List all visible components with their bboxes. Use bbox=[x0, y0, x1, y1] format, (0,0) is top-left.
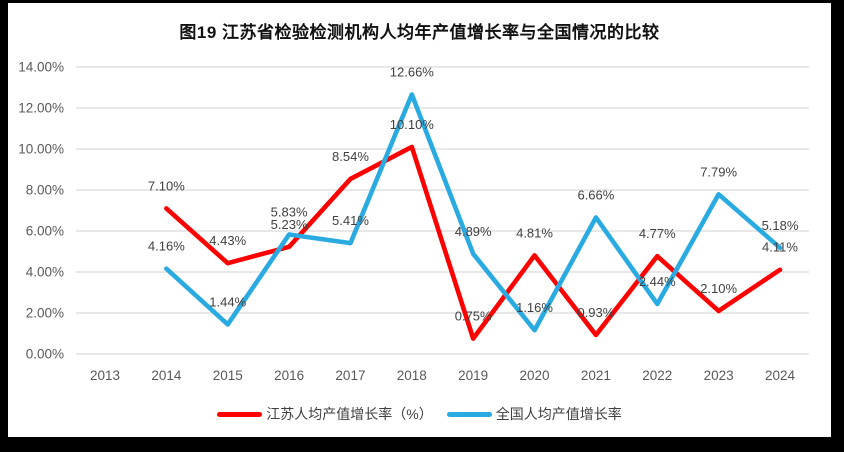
legend-swatch-national bbox=[446, 411, 492, 417]
x-axis-tick-label: 2024 bbox=[765, 368, 796, 383]
chart-legend: 江苏人均产值增长率（%） 全国人均产值增长率 bbox=[8, 404, 831, 424]
x-axis-tick-label: 2020 bbox=[520, 368, 550, 383]
legend-label-national: 全国人均产值增长率 bbox=[495, 406, 622, 422]
series-line-national bbox=[164, 92, 783, 333]
data-label-national: 2.44% bbox=[639, 274, 676, 289]
y-axis-tick-label: 14.00% bbox=[18, 60, 64, 75]
y-axis-tick-label: 4.00% bbox=[26, 265, 64, 280]
series-line-jiangsu bbox=[164, 144, 783, 341]
data-label-national: 5.41% bbox=[332, 213, 369, 228]
legend-label-jiangsu: 江苏人均产值增长率（%） bbox=[266, 406, 433, 422]
data-label-national: 6.66% bbox=[577, 187, 614, 202]
data-label-jiangsu: 4.81% bbox=[516, 225, 553, 240]
data-label-national: 7.79% bbox=[700, 164, 737, 179]
x-axis-tick-label: 2018 bbox=[397, 368, 427, 383]
data-label-national: 1.44% bbox=[209, 294, 246, 309]
data-label-jiangsu: 0.75% bbox=[455, 309, 492, 324]
y-axis-tick-label: 10.00% bbox=[18, 142, 64, 157]
data-label-national: 4.89% bbox=[455, 224, 492, 239]
line-chart-plot-area: 0.00% 2.00% 4.00% 6.00% 8.00% 10.00% 12.00% 14.… bbox=[18, 60, 809, 383]
data-label-national: 5.83% bbox=[271, 204, 308, 219]
data-label-jiangsu: 4.77% bbox=[639, 226, 676, 241]
y-axis-tick-label: 2.00% bbox=[26, 306, 64, 321]
data-label-national: 1.16% bbox=[516, 300, 553, 315]
x-axis-tick-label: 2022 bbox=[642, 368, 672, 383]
data-label-jiangsu: 8.54% bbox=[332, 149, 369, 164]
x-axis-tick-label: 2014 bbox=[151, 368, 182, 383]
y-axis-tick-label: 0.00% bbox=[26, 347, 64, 362]
data-label-jiangsu: 4.43% bbox=[209, 233, 246, 248]
y-axis-tick-label: 6.00% bbox=[26, 224, 64, 239]
data-label-jiangsu: 10.10% bbox=[390, 117, 435, 132]
x-axis-tick-label: 2016 bbox=[274, 368, 304, 383]
x-axis-tick-label: 2019 bbox=[458, 368, 488, 383]
data-label-national: 5.18% bbox=[762, 218, 799, 233]
data-label-jiangsu: 0.93% bbox=[577, 305, 614, 320]
data-label-jiangsu: 7.10% bbox=[148, 178, 185, 193]
data-label-jiangsu: 2.10% bbox=[700, 281, 737, 296]
x-axis-tick-label: 2015 bbox=[213, 368, 243, 383]
legend-item-jiangsu: 江苏人均产值增长率（%） bbox=[217, 404, 433, 424]
y-axis-tick-label: 8.00% bbox=[26, 183, 64, 198]
x-axis-tick-label: 2021 bbox=[581, 368, 611, 383]
data-label-national: 4.16% bbox=[148, 239, 185, 254]
data-label-jiangsu: 5.23% bbox=[271, 217, 308, 232]
data-label-jiangsu: 4.11% bbox=[762, 240, 798, 255]
chart-canvas: 图19 江苏省检验检测机构人均年产值增长率与全国情况的比较 0.00% 2.00%… bbox=[8, 3, 831, 437]
chart-title: 图19 江苏省检验检测机构人均年产值增长率与全国情况的比较 bbox=[179, 23, 660, 42]
x-axis-tick-label: 2013 bbox=[90, 368, 120, 383]
y-axis-tick-label: 12.00% bbox=[18, 101, 64, 116]
x-axis-tick-label: 2017 bbox=[335, 368, 365, 383]
legend-item-national: 全国人均产值增长率 bbox=[446, 404, 622, 424]
legend-swatch-jiangsu bbox=[217, 411, 263, 417]
x-axis-tick-label: 2023 bbox=[704, 368, 734, 383]
data-label-national: 12.66% bbox=[390, 64, 435, 79]
